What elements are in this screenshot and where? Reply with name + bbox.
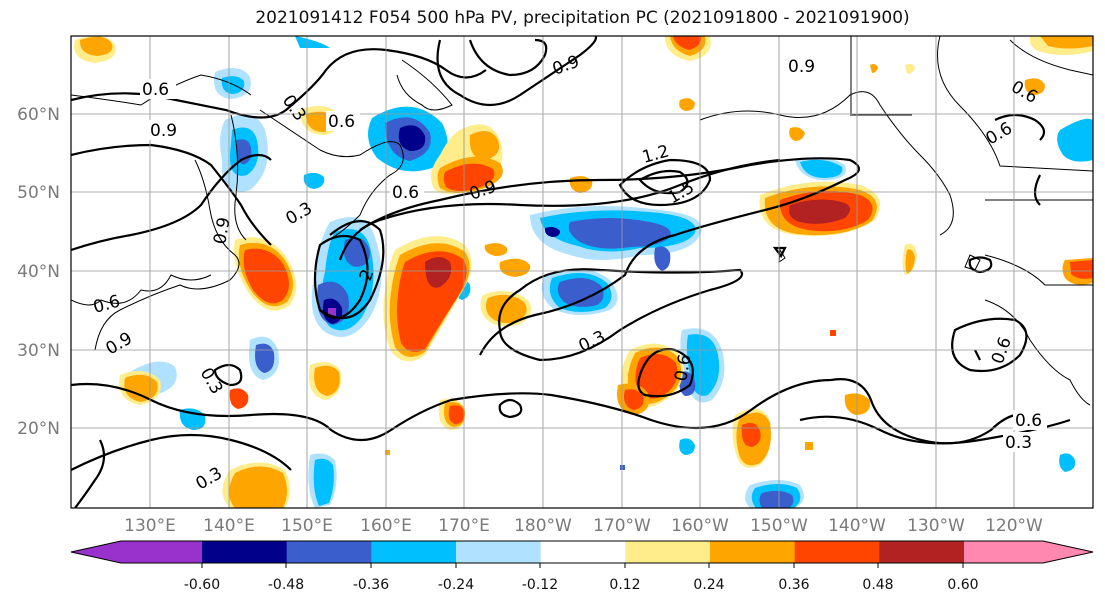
lon-label: 150°E bbox=[281, 516, 333, 536]
colorbar-segment bbox=[286, 541, 372, 563]
coastlines bbox=[71, 36, 1093, 406]
lat-label: 30°N bbox=[17, 341, 60, 361]
colorbar-segment bbox=[879, 541, 965, 563]
contour-label: 0.6 bbox=[671, 353, 695, 383]
lon-label: 140°E bbox=[203, 516, 255, 536]
latitude-labels: 60°N 50°N 40°N 30°N 20°N bbox=[17, 105, 60, 439]
colorbar-segment bbox=[964, 541, 1093, 563]
lat-label: 50°N bbox=[17, 183, 60, 203]
lat-label: 60°N bbox=[17, 105, 60, 125]
lon-label: 170°E bbox=[438, 516, 490, 536]
colorbar-tick-label: -0.24 bbox=[438, 577, 474, 593]
lat-label: 40°N bbox=[17, 262, 60, 282]
lon-label: 130°W bbox=[907, 516, 965, 536]
graticule bbox=[71, 36, 1093, 508]
colorbar-outline bbox=[70, 540, 1094, 564]
lon-label: 160°E bbox=[360, 516, 412, 536]
colorbar-tick-label: 0.24 bbox=[693, 577, 724, 593]
longitude-labels: 130°E 140°E 150°E 160°E 170°E 180°W 170°… bbox=[124, 516, 1043, 536]
contour-label: 0.6 bbox=[392, 183, 419, 203]
map-title: 2021091412 F054 500 hPa PV, precipitatio… bbox=[255, 8, 910, 28]
lon-label: 180°W bbox=[514, 516, 572, 536]
lon-label: 160°W bbox=[671, 516, 729, 536]
lon-label: 120°W bbox=[985, 516, 1043, 536]
lon-label: 140°W bbox=[828, 516, 886, 536]
contour-label: 0.6 bbox=[328, 112, 355, 132]
lon-label: 130°E bbox=[124, 516, 176, 536]
contour-label: 0.9 bbox=[210, 216, 234, 246]
colorbar-tick-label: -0.60 bbox=[184, 577, 220, 593]
map-area: 0.6 0.9 0.3 0.6 0.9 0.6 0.3 0.9 0.6 0.9 … bbox=[71, 36, 1093, 508]
contour-label: 0.9 bbox=[788, 57, 815, 77]
colorbar-segment bbox=[202, 541, 288, 563]
colorbar-segment bbox=[371, 541, 457, 563]
colorbar-tick-label: 0.12 bbox=[609, 577, 640, 593]
contour-label: 0.9 bbox=[150, 121, 177, 141]
colorbar-tick-label: -0.12 bbox=[522, 577, 558, 593]
colorbar: -0.60 -0.48 -0.36 -0.24 -0.12 0.12 0.24 … bbox=[70, 540, 1094, 593]
lat-label: 20°N bbox=[17, 419, 60, 439]
colorbar-segment bbox=[625, 541, 711, 563]
colorbar-segment bbox=[794, 541, 880, 563]
lon-label: 170°W bbox=[593, 516, 651, 536]
colorbar-tick-label: 0.48 bbox=[862, 577, 893, 593]
colorbar-tick-label: -0.36 bbox=[353, 577, 389, 593]
colorbar-segment bbox=[456, 541, 542, 563]
colorbar-tick-label: 0.36 bbox=[778, 577, 809, 593]
colorbar-segment bbox=[71, 541, 202, 563]
colorbar-tick-label: -0.48 bbox=[268, 577, 304, 593]
precipitation-shading bbox=[74, 36, 1093, 508]
contour-label: 0.3 bbox=[1005, 433, 1032, 453]
contour-label: 0.6 bbox=[142, 80, 169, 100]
contour-label: 0.6 bbox=[1015, 411, 1042, 431]
colorbar-tick-label: 0.60 bbox=[947, 577, 978, 593]
colorbar-segment bbox=[540, 541, 626, 563]
map-frame bbox=[70, 35, 1094, 509]
colorbar-segment bbox=[710, 541, 796, 563]
lon-label: 150°W bbox=[750, 516, 808, 536]
